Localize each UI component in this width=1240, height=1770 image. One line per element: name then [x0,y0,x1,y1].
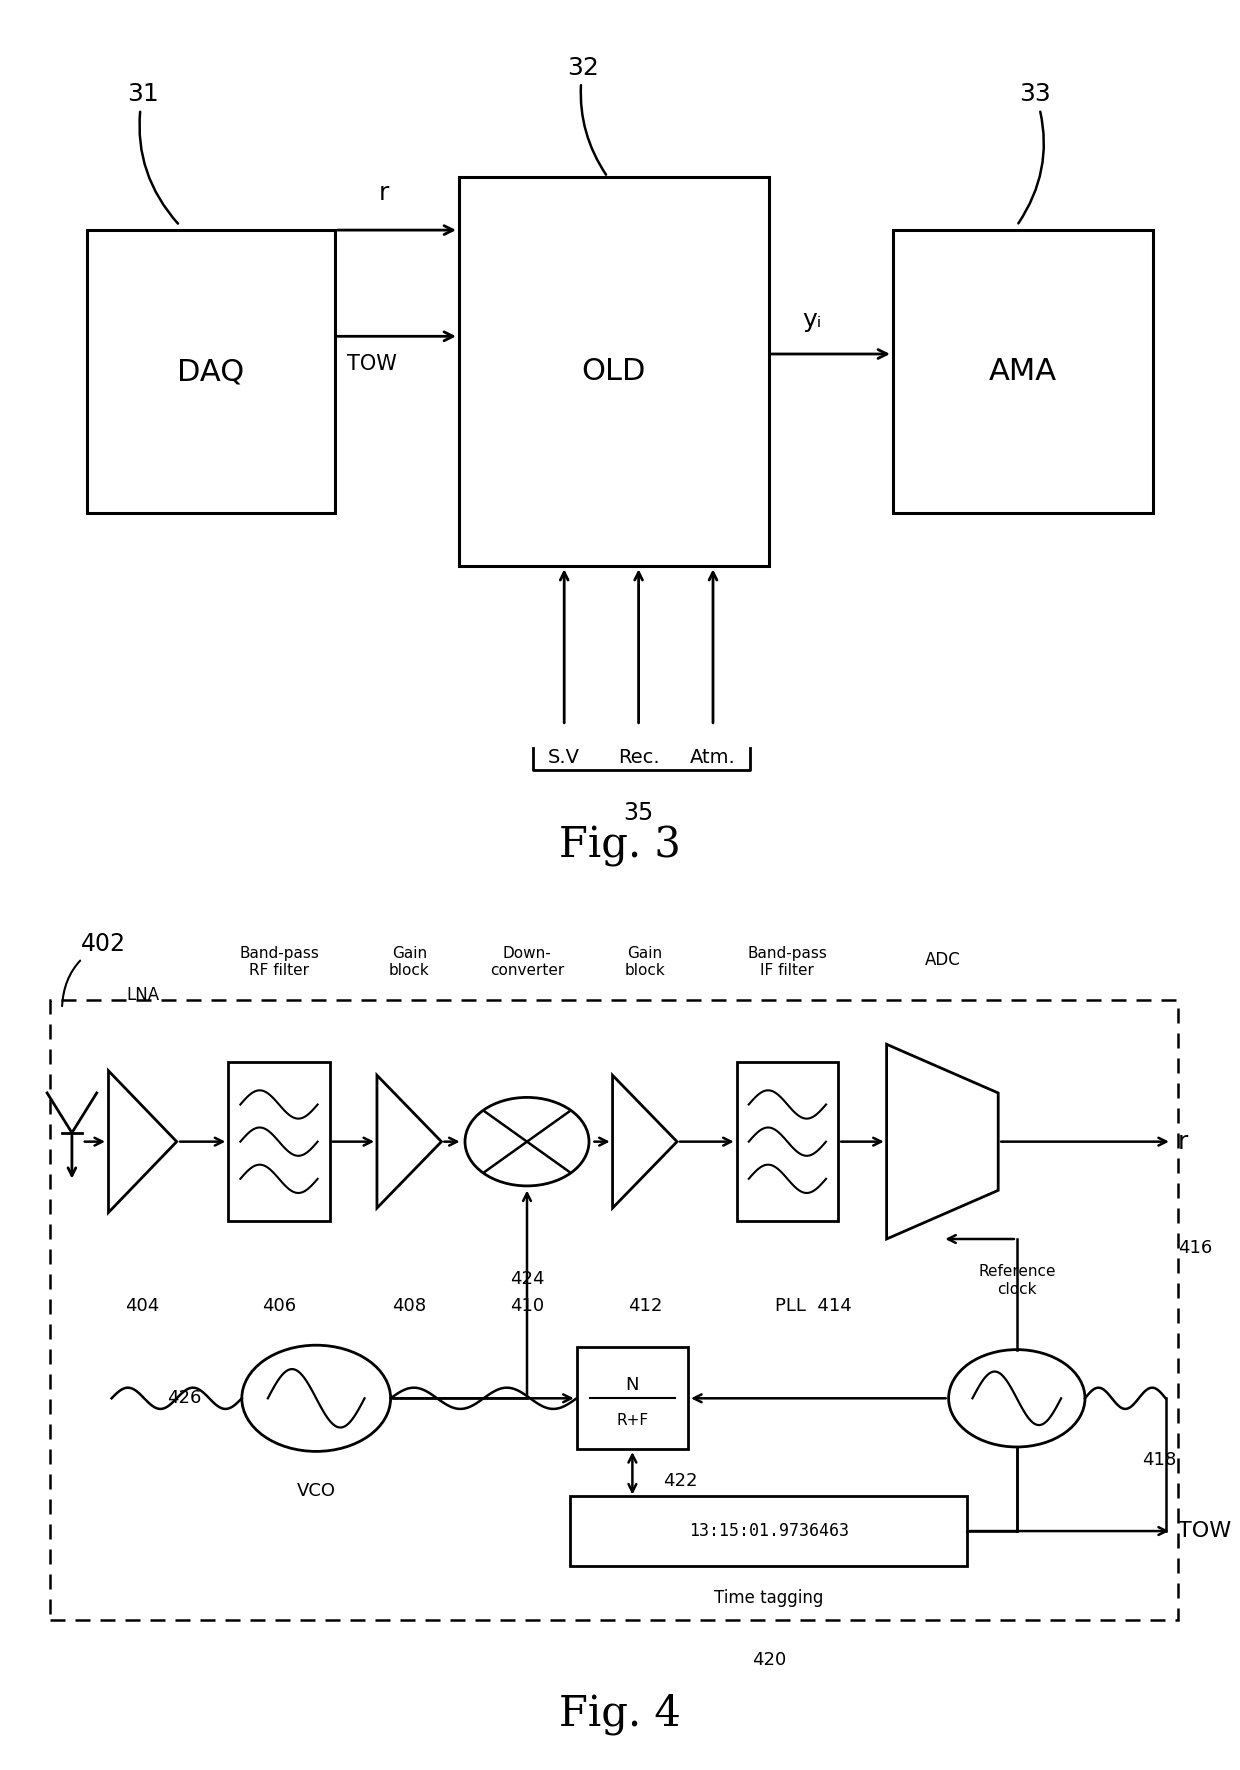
Text: 416: 416 [1178,1239,1213,1257]
Text: Reference
clock: Reference clock [978,1264,1055,1296]
Text: Down-
converter: Down- converter [490,945,564,977]
Text: TOW: TOW [347,354,397,373]
Text: PLL  414: PLL 414 [775,1296,852,1315]
Text: 422: 422 [663,1473,698,1490]
Bar [577,1347,688,1450]
Text: Gain
block: Gain block [625,945,665,977]
Text: 32: 32 [567,55,606,175]
Text: 35: 35 [624,800,653,825]
Text: DAQ: DAQ [177,358,244,386]
Text: 420: 420 [751,1650,786,1669]
Text: 33: 33 [1018,81,1052,223]
Text: 408: 408 [392,1296,427,1315]
Text: 13:15:01.9736463: 13:15:01.9736463 [688,1522,849,1540]
Bar [570,1496,967,1566]
Text: R+F: R+F [616,1412,649,1428]
Text: 412: 412 [627,1296,662,1315]
Text: Gain
block: Gain block [389,945,429,977]
Text: LNA: LNA [126,986,159,1005]
Text: Time tagging: Time tagging [714,1589,823,1607]
Text: 426: 426 [167,1389,202,1407]
Text: Fig. 4: Fig. 4 [559,1692,681,1735]
Text: Atm.: Atm. [691,747,735,766]
Text: 406: 406 [262,1296,296,1315]
Text: Band-pass
RF filter: Band-pass RF filter [239,945,319,977]
Text: 402: 402 [62,931,125,1005]
Text: VCO: VCO [296,1483,336,1501]
Bar [87,230,335,513]
Text: 418: 418 [1142,1451,1177,1469]
Text: OLD: OLD [582,358,646,386]
Text: Fig. 3: Fig. 3 [559,825,681,867]
Text: r: r [1178,1129,1188,1154]
Text: Rec.: Rec. [618,747,660,766]
Text: 31: 31 [126,81,179,223]
Text: 410: 410 [510,1296,544,1315]
Text: AMA: AMA [990,358,1056,386]
Text: S.V: S.V [548,747,580,766]
Text: 424: 424 [510,1269,544,1289]
Bar [893,230,1153,513]
Text: yᵢ: yᵢ [802,308,822,333]
Text: r: r [379,181,389,205]
Text: TOW: TOW [1178,1520,1231,1542]
Text: 404: 404 [125,1296,160,1315]
Text: Band-pass
IF filter: Band-pass IF filter [748,945,827,977]
Text: N: N [626,1375,639,1395]
Bar [228,1062,330,1221]
Bar [737,1062,838,1221]
Text: ADC: ADC [925,950,960,968]
Bar [50,1000,1178,1620]
Bar [459,177,769,566]
